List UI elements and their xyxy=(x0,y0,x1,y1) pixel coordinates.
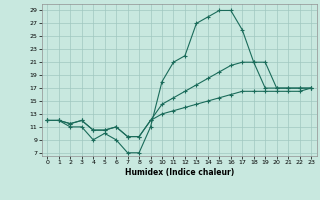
X-axis label: Humidex (Indice chaleur): Humidex (Indice chaleur) xyxy=(124,168,234,177)
